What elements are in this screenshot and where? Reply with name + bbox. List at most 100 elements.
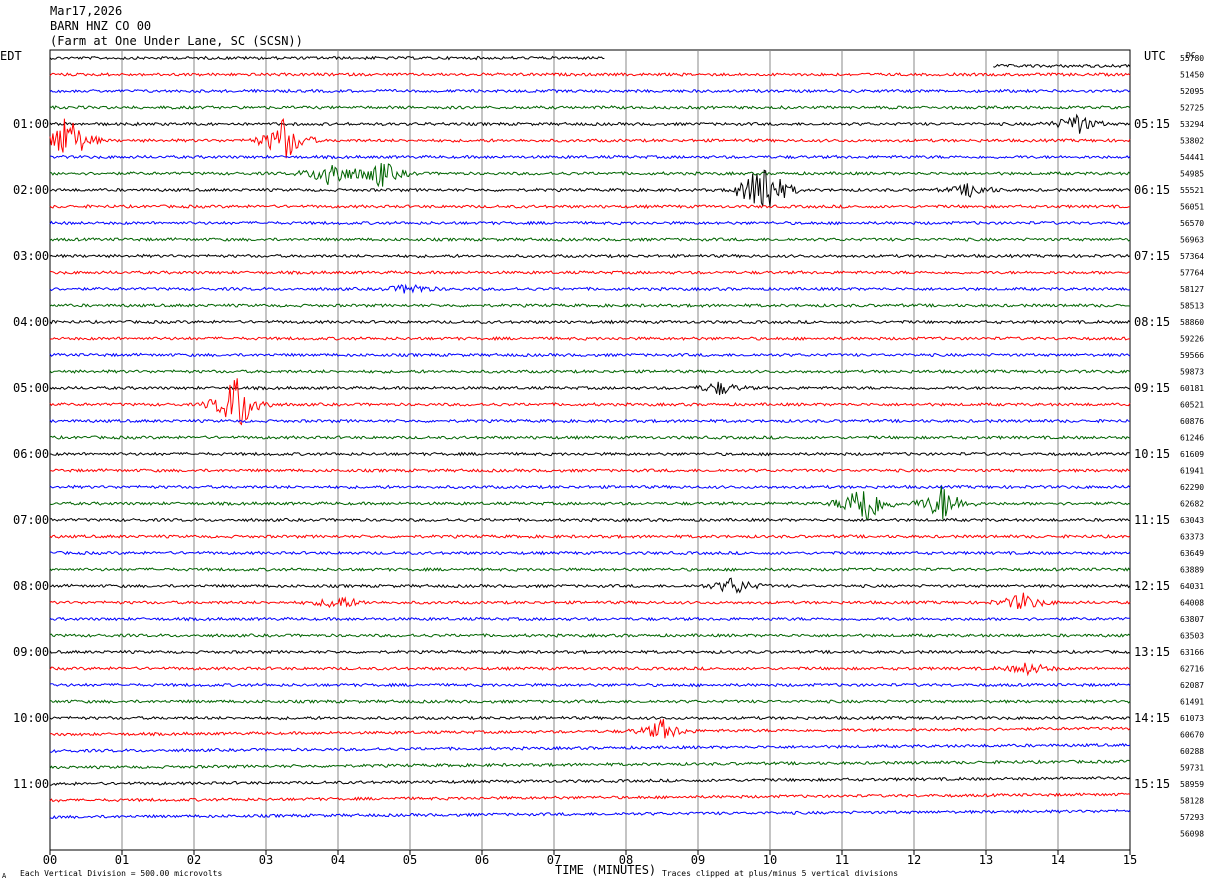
dc-offset-label: 58513 <box>1180 302 1204 311</box>
x-tick-label: 08 <box>619 853 633 867</box>
dc-offset-label: 58128 <box>1180 797 1204 806</box>
right-hour-label: 10:15 <box>1134 447 1170 461</box>
dc-offset-label: 58959 <box>1180 780 1204 789</box>
dc-offset-label: 57293 <box>1180 813 1204 822</box>
trace-line <box>49 759 1131 770</box>
dc-offset-label: 60288 <box>1180 747 1204 756</box>
dc-offset-label: 59226 <box>1180 335 1204 344</box>
trace-line <box>49 72 1131 77</box>
x-tick-label: 11 <box>835 853 849 867</box>
trace-line <box>49 319 1131 325</box>
trace-line <box>49 533 1131 539</box>
left-hour-label: 04:00 <box>13 315 49 329</box>
left-hour-label: 05:00 <box>13 381 49 395</box>
left-hour-label: 08:00 <box>13 579 49 593</box>
dc-offset-label: 55521 <box>1180 186 1204 195</box>
trace-line <box>993 63 1131 69</box>
dc-offset-label: 61246 <box>1180 434 1204 443</box>
x-axis-label: TIME (MINUTES) <box>555 863 656 877</box>
trace-line <box>49 649 1131 655</box>
dc-offset-label: 62682 <box>1180 500 1204 509</box>
trace-line <box>49 88 1131 94</box>
dc-offset-label: 57764 <box>1180 269 1204 278</box>
trace-line <box>49 484 1131 490</box>
trace-line <box>49 336 1131 341</box>
trace-line <box>49 633 1131 638</box>
trace-line <box>49 616 1131 622</box>
trace-line <box>49 592 1131 610</box>
dc-offset-label: 51450 <box>1180 71 1204 80</box>
trace-line <box>49 715 1131 721</box>
trace-line <box>49 468 1131 473</box>
x-tick-label: 12 <box>907 853 921 867</box>
trace-line <box>49 220 1131 226</box>
dc-offset-label: 60521 <box>1180 401 1204 410</box>
right-timezone-label: UTC <box>1144 49 1166 63</box>
dc-offset-label: 56098 <box>1180 830 1204 839</box>
left-hour-label: 09:00 <box>13 645 49 659</box>
dc-label: DC <box>1186 51 1196 60</box>
dc-offset-label: 55780 <box>1180 54 1204 63</box>
dc-offset-label: 63807 <box>1180 615 1204 624</box>
dc-offset-label: 61941 <box>1180 467 1204 476</box>
dc-offset-label: 63373 <box>1180 533 1204 542</box>
x-tick-label: 04 <box>331 853 345 867</box>
left-hour-label: 11:00 <box>13 777 49 791</box>
left-hour-label: 06:00 <box>13 447 49 461</box>
dc-offset-label: 59566 <box>1180 351 1204 360</box>
x-tick-label: 02 <box>187 853 201 867</box>
dc-offset-label: 62087 <box>1180 681 1204 690</box>
dc-offset-label: 54985 <box>1180 170 1204 179</box>
trace-line <box>49 486 1131 521</box>
dc-offset-label: 60876 <box>1180 417 1204 426</box>
trace-line <box>49 113 1131 134</box>
dc-offset-label: 53802 <box>1180 137 1204 146</box>
dc-offset-label: 53294 <box>1180 120 1204 129</box>
trace-line <box>49 378 1131 426</box>
trace-line <box>49 776 1131 786</box>
x-tick-label: 15 <box>1123 853 1137 867</box>
x-tick-label: 03 <box>259 853 273 867</box>
dc-offset-label: 63166 <box>1180 648 1204 657</box>
trace-line <box>49 283 1131 294</box>
trace-line <box>49 118 1131 159</box>
trace-line <box>49 718 1131 739</box>
axis-labels: 00 01 02 03 04 05 06 07 08 09 10 11 12 13 14 15 01:00 02:… <box>13 54 1204 867</box>
trace-line <box>49 270 1131 275</box>
right-hour-label: 11:15 <box>1134 513 1170 527</box>
x-tick-label: 06 <box>475 853 489 867</box>
dc-offset-label: 63649 <box>1180 549 1204 558</box>
trace-line <box>49 237 1131 242</box>
trace-line <box>49 792 1131 803</box>
trace-line <box>49 162 1131 188</box>
right-hour-label: 05:15 <box>1134 117 1170 131</box>
right-hour-label: 09:15 <box>1134 381 1170 395</box>
plot-frame <box>49 49 1131 851</box>
dc-offset-label: 54441 <box>1180 153 1204 162</box>
trace-line <box>49 369 1131 374</box>
left-hour-label: 02:00 <box>13 183 49 197</box>
dc-offset-label: 61609 <box>1180 450 1204 459</box>
trace-line <box>49 662 1131 677</box>
trace-line <box>49 742 1131 754</box>
left-hour-label: 01:00 <box>13 117 49 131</box>
dc-offset-label: 64031 <box>1180 582 1204 591</box>
trace-line <box>49 550 1131 556</box>
trace-line <box>49 55 605 61</box>
trace-line <box>49 352 1131 358</box>
trace-line <box>49 418 1131 424</box>
dc-offset-label: 62716 <box>1180 665 1204 674</box>
dc-offset-label: 61073 <box>1180 714 1204 723</box>
trace-line <box>50 577 1131 594</box>
dc-offset-label: 58127 <box>1180 285 1204 294</box>
dc-offset-label: 58860 <box>1180 318 1204 327</box>
dc-offset-label: 61491 <box>1180 698 1204 707</box>
right-hour-label: 08:15 <box>1134 315 1170 329</box>
footer-left-note: Each Vertical Division = 500.00 microvol… <box>20 869 222 878</box>
trace-line <box>49 567 1131 572</box>
right-hour-label: 06:15 <box>1134 183 1170 197</box>
dc-offset-label: 60181 <box>1180 384 1204 393</box>
dc-offset-label: 57364 <box>1180 252 1204 261</box>
trace-line <box>49 682 1131 688</box>
